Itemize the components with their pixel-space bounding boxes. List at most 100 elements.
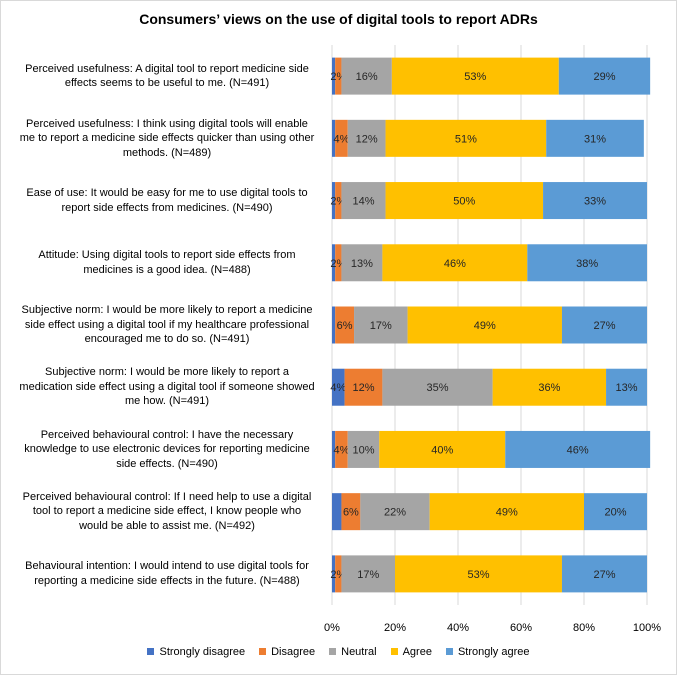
category-label: Perceived usefulness: I think using digi… [8, 117, 326, 161]
legend-swatch [329, 648, 337, 655]
category-label-line: side effects. (N=490) [116, 457, 218, 470]
x-tick-label: 0% [324, 622, 340, 634]
data-label: 50% [453, 196, 475, 208]
data-label: 53% [464, 71, 486, 83]
category-label-line: tool to report a medicine side effect, I… [32, 505, 302, 518]
bar-segment [341, 182, 386, 220]
bar-segment [505, 430, 651, 468]
legend-label: Neutral [341, 646, 377, 658]
legend-label: Agree [402, 646, 432, 658]
bar-segment [429, 493, 584, 531]
data-label: 31% [584, 133, 606, 145]
data-label: 38% [576, 258, 598, 270]
data-label: 14% [352, 196, 374, 208]
bar-segment [341, 57, 392, 95]
category-label-line: Attitude: Using digital tools to report … [38, 249, 296, 262]
bar-segment [382, 244, 528, 282]
bar-segment [385, 182, 544, 220]
data-label: 4% [333, 133, 349, 145]
legend-label: Disagree [271, 646, 316, 658]
category-label-line: medicines is a good idea. (N=488) [83, 263, 251, 276]
legend-item: Agree [390, 646, 432, 658]
bar-segment [335, 182, 342, 220]
data-label: 6% [343, 507, 359, 519]
category-label-line: me to report a medicine side effects qui… [19, 132, 315, 145]
x-tick-label: 20% [384, 622, 406, 634]
bar-segment [395, 555, 562, 593]
bar-segment [360, 493, 430, 531]
category-label-line: Perceived usefulness: I think using digi… [26, 117, 308, 130]
data-label: 16% [356, 71, 378, 83]
data-label: 27% [593, 569, 615, 581]
category-label-line: side effect using a digital tool if my h… [24, 318, 310, 331]
data-label: 4% [330, 382, 346, 394]
bar-segment [527, 244, 647, 282]
category-label: Subjective norm: I would be more likely … [8, 303, 326, 347]
legend-item: Strongly agree [445, 646, 530, 658]
data-label: 46% [567, 444, 589, 456]
data-label: 35% [427, 382, 449, 394]
category-label: Perceived usefulness: A digital tool to … [8, 62, 326, 91]
bar-segment [332, 493, 342, 531]
category-label-line: me how. (N=491) [124, 395, 210, 408]
category-label-line: encouraged me to do so. (N=491) [84, 333, 250, 346]
bar-segment [407, 306, 562, 344]
bar-segment [341, 493, 361, 531]
category-label-line: Perceived behavioural control: I have th… [40, 428, 294, 441]
bar-segment [382, 368, 493, 406]
bar-segment [354, 306, 408, 344]
data-label: 17% [357, 569, 379, 581]
category-label-line: Perceived behavioural control: If I need… [22, 490, 312, 503]
category-label-line: methods. (N=489) [122, 146, 212, 159]
bar-segment [546, 119, 644, 157]
category-label-line: Perceived usefulness: A digital tool to … [25, 62, 309, 75]
data-label: 20% [604, 507, 626, 519]
data-label: 12% [352, 382, 374, 394]
category-label-line: Ease of use: It would be easy for me to … [26, 187, 308, 200]
bar-segment [379, 430, 506, 468]
category-label-line: effects seems to be useful to me. (N=491… [64, 77, 270, 90]
chart-title: Consumers’ views on the use of digital t… [139, 11, 538, 27]
bar-segment [335, 119, 348, 157]
bar-segment [492, 368, 607, 406]
bar-segment [391, 57, 559, 95]
legend-item: Strongly disagree [147, 646, 245, 658]
data-label: 13% [351, 258, 373, 270]
x-tick-label: 40% [447, 622, 469, 634]
legend-swatch [390, 648, 398, 655]
bar-segment [561, 555, 647, 593]
bar-segment [543, 182, 647, 220]
x-tick-label: 100% [633, 622, 661, 634]
data-label: 46% [444, 258, 466, 270]
data-label: 53% [467, 569, 489, 581]
bar-segment [558, 57, 651, 95]
bar-segment [332, 119, 336, 157]
legend: Strongly disagree Disagree Neutral Agree Str… [0, 646, 677, 658]
data-label: 49% [496, 507, 518, 519]
x-tick-label: 60% [510, 622, 532, 634]
legend-label: Strongly disagree [159, 646, 246, 658]
bar-segment [332, 57, 336, 95]
bar-segment [341, 244, 383, 282]
category-label-line: reporting a medicine side effects in the… [34, 574, 300, 587]
bar-segment [347, 119, 386, 157]
data-label: 22% [384, 507, 406, 519]
bar-segment [606, 368, 647, 406]
category-label: Perceived behavioural control: I have th… [8, 428, 326, 472]
bar-segment [332, 430, 336, 468]
data-label: 6% [337, 320, 353, 332]
legend-swatch [147, 648, 155, 655]
data-label: 40% [431, 444, 453, 456]
data-label: 4% [333, 444, 349, 456]
bar-segment [335, 306, 355, 344]
category-label: Behavioural intention: I would intend to… [8, 559, 326, 588]
data-label: 36% [538, 382, 560, 394]
category-label-line: Behavioural intention: I would intend to… [25, 560, 309, 573]
bar-segment [335, 555, 342, 593]
data-label: 33% [584, 196, 606, 208]
legend-label: Strongly agree [457, 646, 530, 658]
bar-segment [332, 368, 345, 406]
category-label: Perceived behavioural control: If I need… [8, 490, 326, 534]
bar-segment [335, 430, 348, 468]
category-label-line: Subjective norm: I would be more likely … [21, 304, 313, 317]
